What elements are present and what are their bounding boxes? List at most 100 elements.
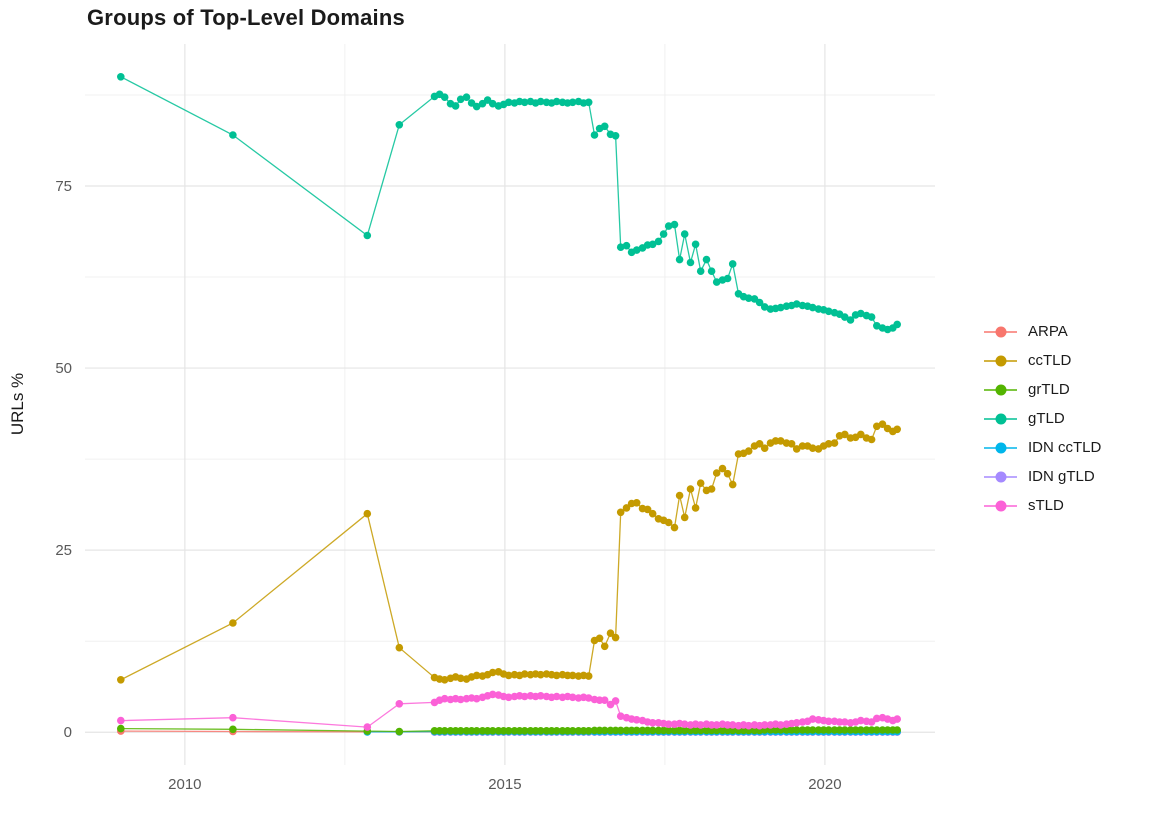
data-point-gtld <box>712 278 721 286</box>
data-point-gtld <box>451 102 460 110</box>
data-point-stld <box>117 716 125 725</box>
data-point-stld <box>456 695 465 704</box>
data-point-gtld <box>590 131 599 139</box>
data-point-gtld <box>846 316 855 324</box>
data-point-cctld <box>873 422 881 431</box>
data-point-cctld <box>824 440 833 448</box>
data-point-cctld <box>760 444 769 453</box>
data-point-grtld <box>893 726 901 734</box>
data-point-cctld <box>536 670 545 679</box>
data-point-stld <box>808 715 817 723</box>
data-point-stld <box>504 693 513 702</box>
legend-label-grtld: grTLD <box>1028 381 1070 398</box>
data-point-gtld <box>776 303 785 312</box>
legend-point-swatch <box>995 442 1006 453</box>
data-point-grtld <box>632 726 641 735</box>
y-tick-label: 25 <box>55 542 72 559</box>
legend-point-swatch <box>995 355 1006 366</box>
data-point-gtld <box>675 255 684 264</box>
series-line-gtld <box>120 76 898 331</box>
data-point-cctld <box>363 509 372 518</box>
data-point-cctld <box>611 633 620 642</box>
data-point-cctld <box>643 505 652 514</box>
legend-label-cctld: ccTLD <box>1028 352 1072 369</box>
data-point-gtld <box>472 102 481 111</box>
data-point-cctld <box>584 672 593 680</box>
legend-label-idn-gtld: IDN gTLD <box>1028 468 1095 485</box>
legend-key-gtld <box>984 408 1017 429</box>
data-point-cctld <box>723 469 732 478</box>
data-point-gtld <box>893 320 901 329</box>
data-point-cctld <box>808 444 817 453</box>
data-point-cctld <box>696 479 705 488</box>
data-point-grtld <box>536 727 545 735</box>
data-point-cctld <box>841 430 849 439</box>
data-point-gtld <box>723 274 732 283</box>
data-point-cctld <box>456 674 465 683</box>
data-point-stld <box>363 723 372 731</box>
data-point-grtld <box>696 726 705 735</box>
data-point-cctld <box>675 491 684 500</box>
legend-key-idn-cctld <box>984 437 1017 458</box>
data-point-cctld <box>606 629 615 637</box>
data-point-gtld <box>456 95 465 104</box>
data-point-gtld <box>857 309 865 318</box>
legend-key-idn-gtld <box>984 466 1017 487</box>
data-point-grtld <box>873 726 881 734</box>
data-point-grtld <box>867 726 876 734</box>
data-point-stld <box>600 696 609 704</box>
data-point-cctld <box>712 469 721 477</box>
data-point-gtld <box>696 267 705 276</box>
data-point-gtld <box>584 98 593 107</box>
legend-label-stld: sTLD <box>1028 497 1064 514</box>
data-point-grtld <box>584 727 593 735</box>
data-point-grtld <box>728 726 737 735</box>
data-point-grtld <box>552 727 561 735</box>
data-point-stld <box>696 721 705 729</box>
legend-item-arpa: ARPA <box>984 321 1101 342</box>
y-tick-label: 50 <box>55 360 72 377</box>
data-point-gtld <box>622 241 631 250</box>
data-point-stld <box>760 721 769 729</box>
data-point-grtld <box>792 726 801 734</box>
data-point-cctld <box>632 499 641 507</box>
data-point-stld <box>395 700 404 708</box>
data-point-grtld <box>851 726 860 734</box>
legend-key-arpa <box>984 321 1017 342</box>
data-point-cctld <box>893 425 901 434</box>
data-point-gtld <box>568 98 577 107</box>
legend-key-grtld <box>984 379 1017 400</box>
data-point-gtld <box>792 300 801 308</box>
data-point-gtld <box>670 220 679 229</box>
data-point-cctld <box>718 464 727 473</box>
data-point-cctld <box>568 671 577 680</box>
data-point-cctld <box>670 523 679 532</box>
chart-title: Groups of Top-Level Domains <box>87 5 405 30</box>
legend: ARPA ccTLD grTLD gTLD IDN ccTLD IDN gTLD… <box>984 321 1101 516</box>
legend-label-arpa: ARPA <box>1028 323 1068 340</box>
data-point-gtld <box>552 97 561 106</box>
data-point-stld <box>664 720 673 728</box>
data-point-cctld <box>680 513 689 522</box>
data-point-stld <box>584 694 593 702</box>
data-point-gtld <box>504 98 513 107</box>
data-point-cctld <box>229 619 237 627</box>
data-point-stld <box>893 715 901 723</box>
data-point-gtld <box>686 258 695 267</box>
data-point-gtld <box>117 73 125 81</box>
data-point-cctld <box>686 485 695 493</box>
data-point-stld <box>728 721 737 729</box>
data-point-gtld <box>611 132 620 140</box>
data-point-stld <box>776 721 785 729</box>
data-point-gtld <box>760 303 769 311</box>
data-point-cctld <box>600 642 609 651</box>
legend-point-swatch <box>995 500 1006 511</box>
data-point-grtld <box>680 726 689 735</box>
data-point-cctld <box>691 504 700 512</box>
data-point-stld <box>835 718 844 726</box>
data-point-grtld <box>600 726 609 735</box>
legend-item-idn-cctld: IDN ccTLD <box>984 437 1101 458</box>
data-point-gtld <box>707 267 716 276</box>
data-point-stld <box>873 714 881 723</box>
